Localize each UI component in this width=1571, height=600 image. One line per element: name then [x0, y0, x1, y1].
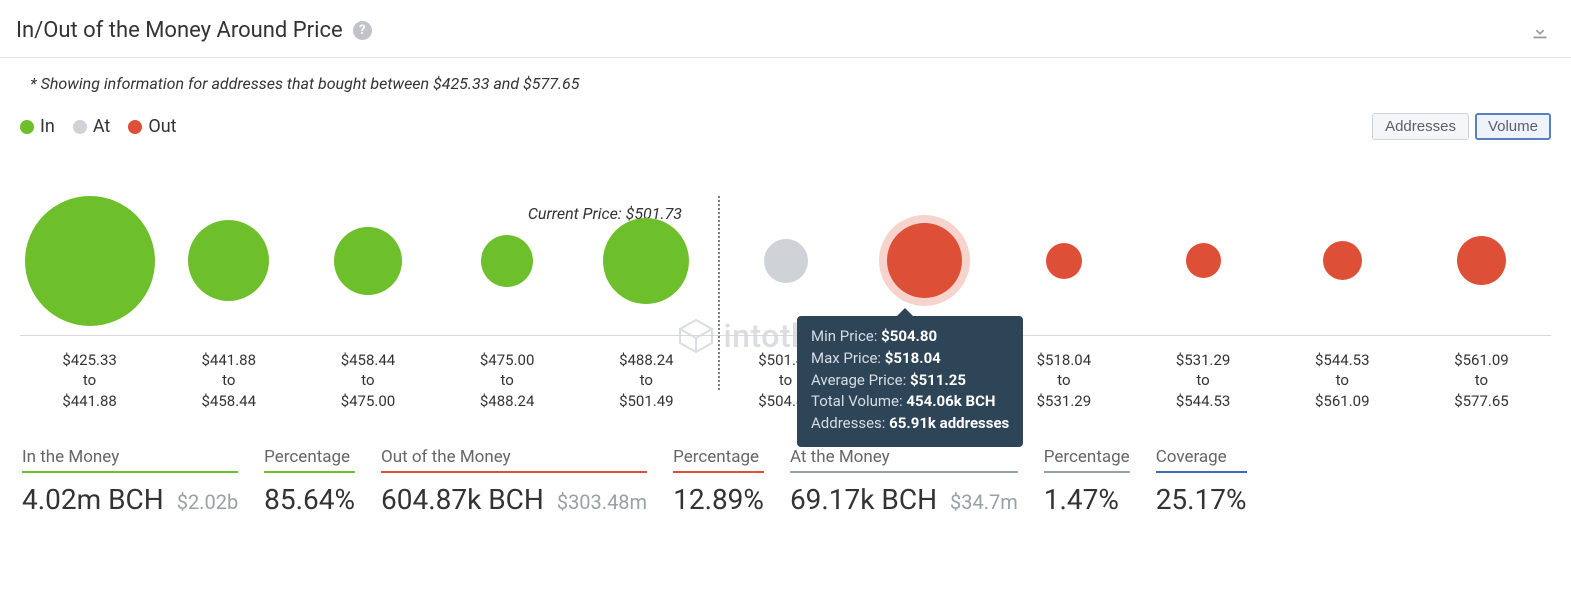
legend: In At Out [20, 116, 177, 137]
bubble-col[interactable] [855, 223, 994, 298]
range-label: $425.33to$441.88 [20, 350, 159, 411]
stat-label: Out of the Money [381, 447, 647, 473]
bubble-col[interactable] [159, 220, 298, 301]
stat-value: 69.17k BCH $34.7m [790, 483, 1018, 516]
stat-block: Percentage 12.89% [673, 447, 764, 516]
legend-label: Out [148, 116, 176, 137]
tooltip: Min Price: $504.80Max Price: $518.04Aver… [797, 316, 1023, 447]
range-label: $458.44to$475.00 [298, 350, 437, 411]
bubble-col[interactable] [298, 227, 437, 295]
range-label: $441.88to$458.44 [159, 350, 298, 411]
out-dot-icon [128, 120, 142, 134]
stat-block: Out of the Money 604.87k BCH $303.48m [381, 447, 647, 516]
stat-label: At the Money [790, 447, 1018, 473]
in-dot-icon [20, 120, 34, 134]
stat-label: In the Money [22, 447, 238, 473]
bubble-col[interactable] [1412, 236, 1551, 285]
bubble[interactable] [764, 239, 808, 283]
stat-value: 25.17% [1156, 483, 1247, 516]
at-dot-icon [73, 120, 87, 134]
stat-value: 1.47% [1044, 483, 1130, 516]
stat-block: Percentage 85.64% [264, 447, 355, 516]
bubble-col[interactable] [994, 243, 1133, 279]
range-label: $475.00to$488.24 [438, 350, 577, 411]
stat-block: Percentage 1.47% [1044, 447, 1130, 516]
addresses-button[interactable]: Addresses [1372, 113, 1469, 140]
bubble[interactable] [887, 223, 962, 298]
bubble[interactable] [1323, 241, 1362, 280]
info-note: * Showing information for addresses that… [0, 58, 1571, 101]
legend-label: At [93, 116, 110, 137]
download-icon[interactable] [1529, 20, 1551, 42]
volume-button[interactable]: Volume [1475, 113, 1551, 140]
labels-row: $425.33to$441.88$441.88to$458.44$458.44t… [20, 350, 1551, 435]
bubble-col[interactable] [438, 235, 577, 287]
bubble-col[interactable] [577, 218, 716, 304]
bubble-col[interactable] [20, 196, 159, 326]
stat-value: 604.87k BCH $303.48m [381, 483, 647, 516]
range-label: $531.29to$544.53 [1134, 350, 1273, 411]
stats-row: In the Money 4.02m BCH $2.02b Percentage 85… [0, 435, 1571, 540]
header: In/Out of the Money Around Price ? [0, 0, 1571, 57]
stat-label: Percentage [673, 447, 764, 473]
stat-label: Coverage [1156, 447, 1247, 473]
bubble[interactable] [1457, 236, 1506, 285]
stat-subvalue: $303.48m [557, 490, 647, 514]
stat-block: Coverage 25.17% [1156, 447, 1247, 516]
range-label: $561.09to$577.65 [1412, 350, 1551, 411]
bubble-col[interactable] [716, 239, 855, 283]
stat-value: 12.89% [673, 483, 764, 516]
legend-label: In [40, 116, 55, 137]
legend-row: In At Out Addresses Volume [0, 101, 1571, 146]
bubble[interactable] [25, 196, 155, 326]
bubble[interactable] [334, 227, 402, 295]
stat-label: Percentage [1044, 447, 1130, 473]
stat-label: Percentage [264, 447, 355, 473]
title-text: In/Out of the Money Around Price [16, 18, 343, 43]
stat-value: 85.64% [264, 483, 355, 516]
chart: Current Price: $501.73 intoth $425.33to$… [0, 186, 1571, 435]
stat-subvalue: $34.7m [950, 490, 1018, 514]
bubble[interactable] [1186, 243, 1221, 278]
help-icon[interactable]: ? [353, 21, 372, 40]
range-label: $488.24to$501.49 [577, 350, 716, 411]
stat-block: At the Money 69.17k BCH $34.7m [790, 447, 1018, 516]
page-title: In/Out of the Money Around Price ? [16, 18, 372, 43]
bubble-row [20, 186, 1551, 336]
bubble[interactable] [603, 218, 689, 304]
bubble[interactable] [1046, 243, 1082, 279]
bubble[interactable] [188, 220, 269, 301]
view-toggle: Addresses Volume [1372, 113, 1551, 140]
bubble[interactable] [481, 235, 533, 287]
range-label: $544.53to$561.09 [1273, 350, 1412, 411]
stat-block: In the Money 4.02m BCH $2.02b [22, 447, 238, 516]
legend-item-out[interactable]: Out [128, 116, 176, 137]
legend-item-in[interactable]: In [20, 116, 55, 137]
bubble-col[interactable] [1134, 243, 1273, 278]
legend-item-at[interactable]: At [73, 116, 110, 137]
stat-subvalue: $2.02b [177, 490, 238, 514]
stat-value: 4.02m BCH $2.02b [22, 483, 238, 516]
bubble-col[interactable] [1273, 241, 1412, 280]
